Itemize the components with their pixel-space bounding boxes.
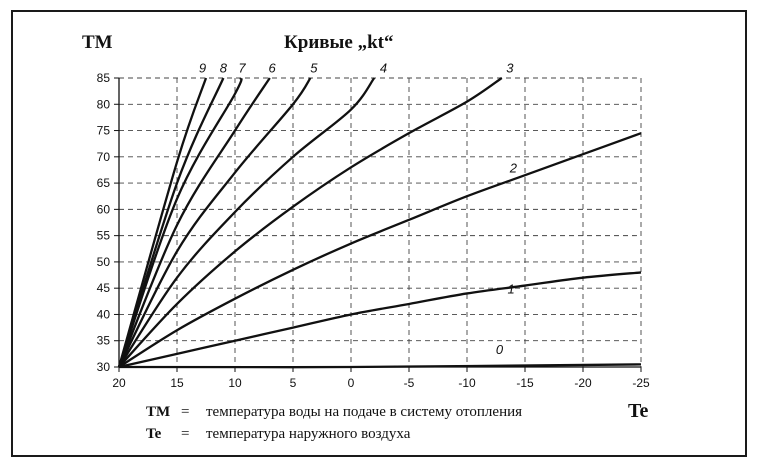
curve-5: [117, 77, 312, 368]
curve-label-0: 0: [496, 342, 504, 357]
x-tick-label: -20: [574, 376, 592, 390]
x-tick-label: -5: [404, 376, 415, 390]
y-tick-label: 35: [97, 334, 111, 348]
tick-labels: 20 15 10 5 0 -5 -10 -15 -20 -25303540455055606570…: [97, 71, 650, 390]
x-tick-label: -25: [632, 376, 650, 390]
x-tick-label: 0: [348, 376, 355, 390]
curve-label-1: 1: [507, 281, 514, 296]
curve-label-4: 4: [380, 61, 387, 76]
grid: [119, 77, 642, 367]
y-tick-label: 75: [97, 124, 111, 138]
y-tick-label: 60: [97, 202, 111, 216]
curve-7: [117, 77, 243, 368]
x-tick-label: 15: [170, 376, 184, 390]
legend-text-te: температура наружного воздуха: [206, 426, 411, 442]
x-axis-label: Te: [628, 400, 649, 422]
y-tick-label: 50: [97, 255, 111, 269]
y-tick-label: 55: [97, 229, 111, 243]
curve-label-8: 8: [220, 61, 228, 76]
curve-3: [118, 77, 503, 368]
y-tick-label: 85: [97, 71, 111, 85]
curve-labels: 0 1 2 3 4 5 6 789: [199, 61, 518, 357]
curve-label-3: 3: [506, 61, 514, 76]
curve-2: [118, 132, 642, 368]
legend: TM = температура воды на подаче в систем…: [146, 404, 522, 442]
y-tick-label: 30: [97, 360, 111, 374]
legend-key-tm: TM: [146, 404, 170, 420]
curve-1: [118, 271, 642, 369]
legend-key-te: Te: [146, 426, 162, 442]
curve-label-2: 2: [509, 161, 518, 176]
x-tick-label: 5: [290, 376, 297, 390]
curve-9: [117, 77, 208, 368]
x-tick-label: -15: [516, 376, 534, 390]
y-axis-label: TM: [82, 32, 113, 53]
y-tick-label: 45: [97, 281, 111, 295]
x-tick-label: 10: [228, 376, 242, 390]
curve-6: [117, 77, 271, 368]
y-tick-label: 70: [97, 150, 111, 164]
curve-label-5: 5: [310, 61, 318, 76]
x-tick-label: 20: [112, 376, 126, 390]
legend-text-tm: температура воды на подаче в систему ото…: [206, 404, 522, 420]
curve-label-6: 6: [269, 61, 277, 76]
curve-0: [118, 363, 642, 369]
curves: [117, 77, 642, 369]
curve-4: [118, 77, 376, 368]
chart-title: Кривые „kt“: [284, 32, 393, 53]
legend-sep-tm: =: [181, 404, 189, 420]
y-tick-label: 40: [97, 307, 111, 321]
chart-frame: [11, 10, 747, 457]
curve-8: [117, 77, 225, 368]
legend-sep-te: =: [181, 426, 189, 442]
curve-label-9: 9: [199, 61, 206, 76]
x-tick-label: -10: [458, 376, 476, 390]
y-tick-label: 65: [97, 176, 111, 190]
curve-label-7: 7: [238, 61, 246, 76]
y-tick-label: 80: [97, 97, 111, 111]
